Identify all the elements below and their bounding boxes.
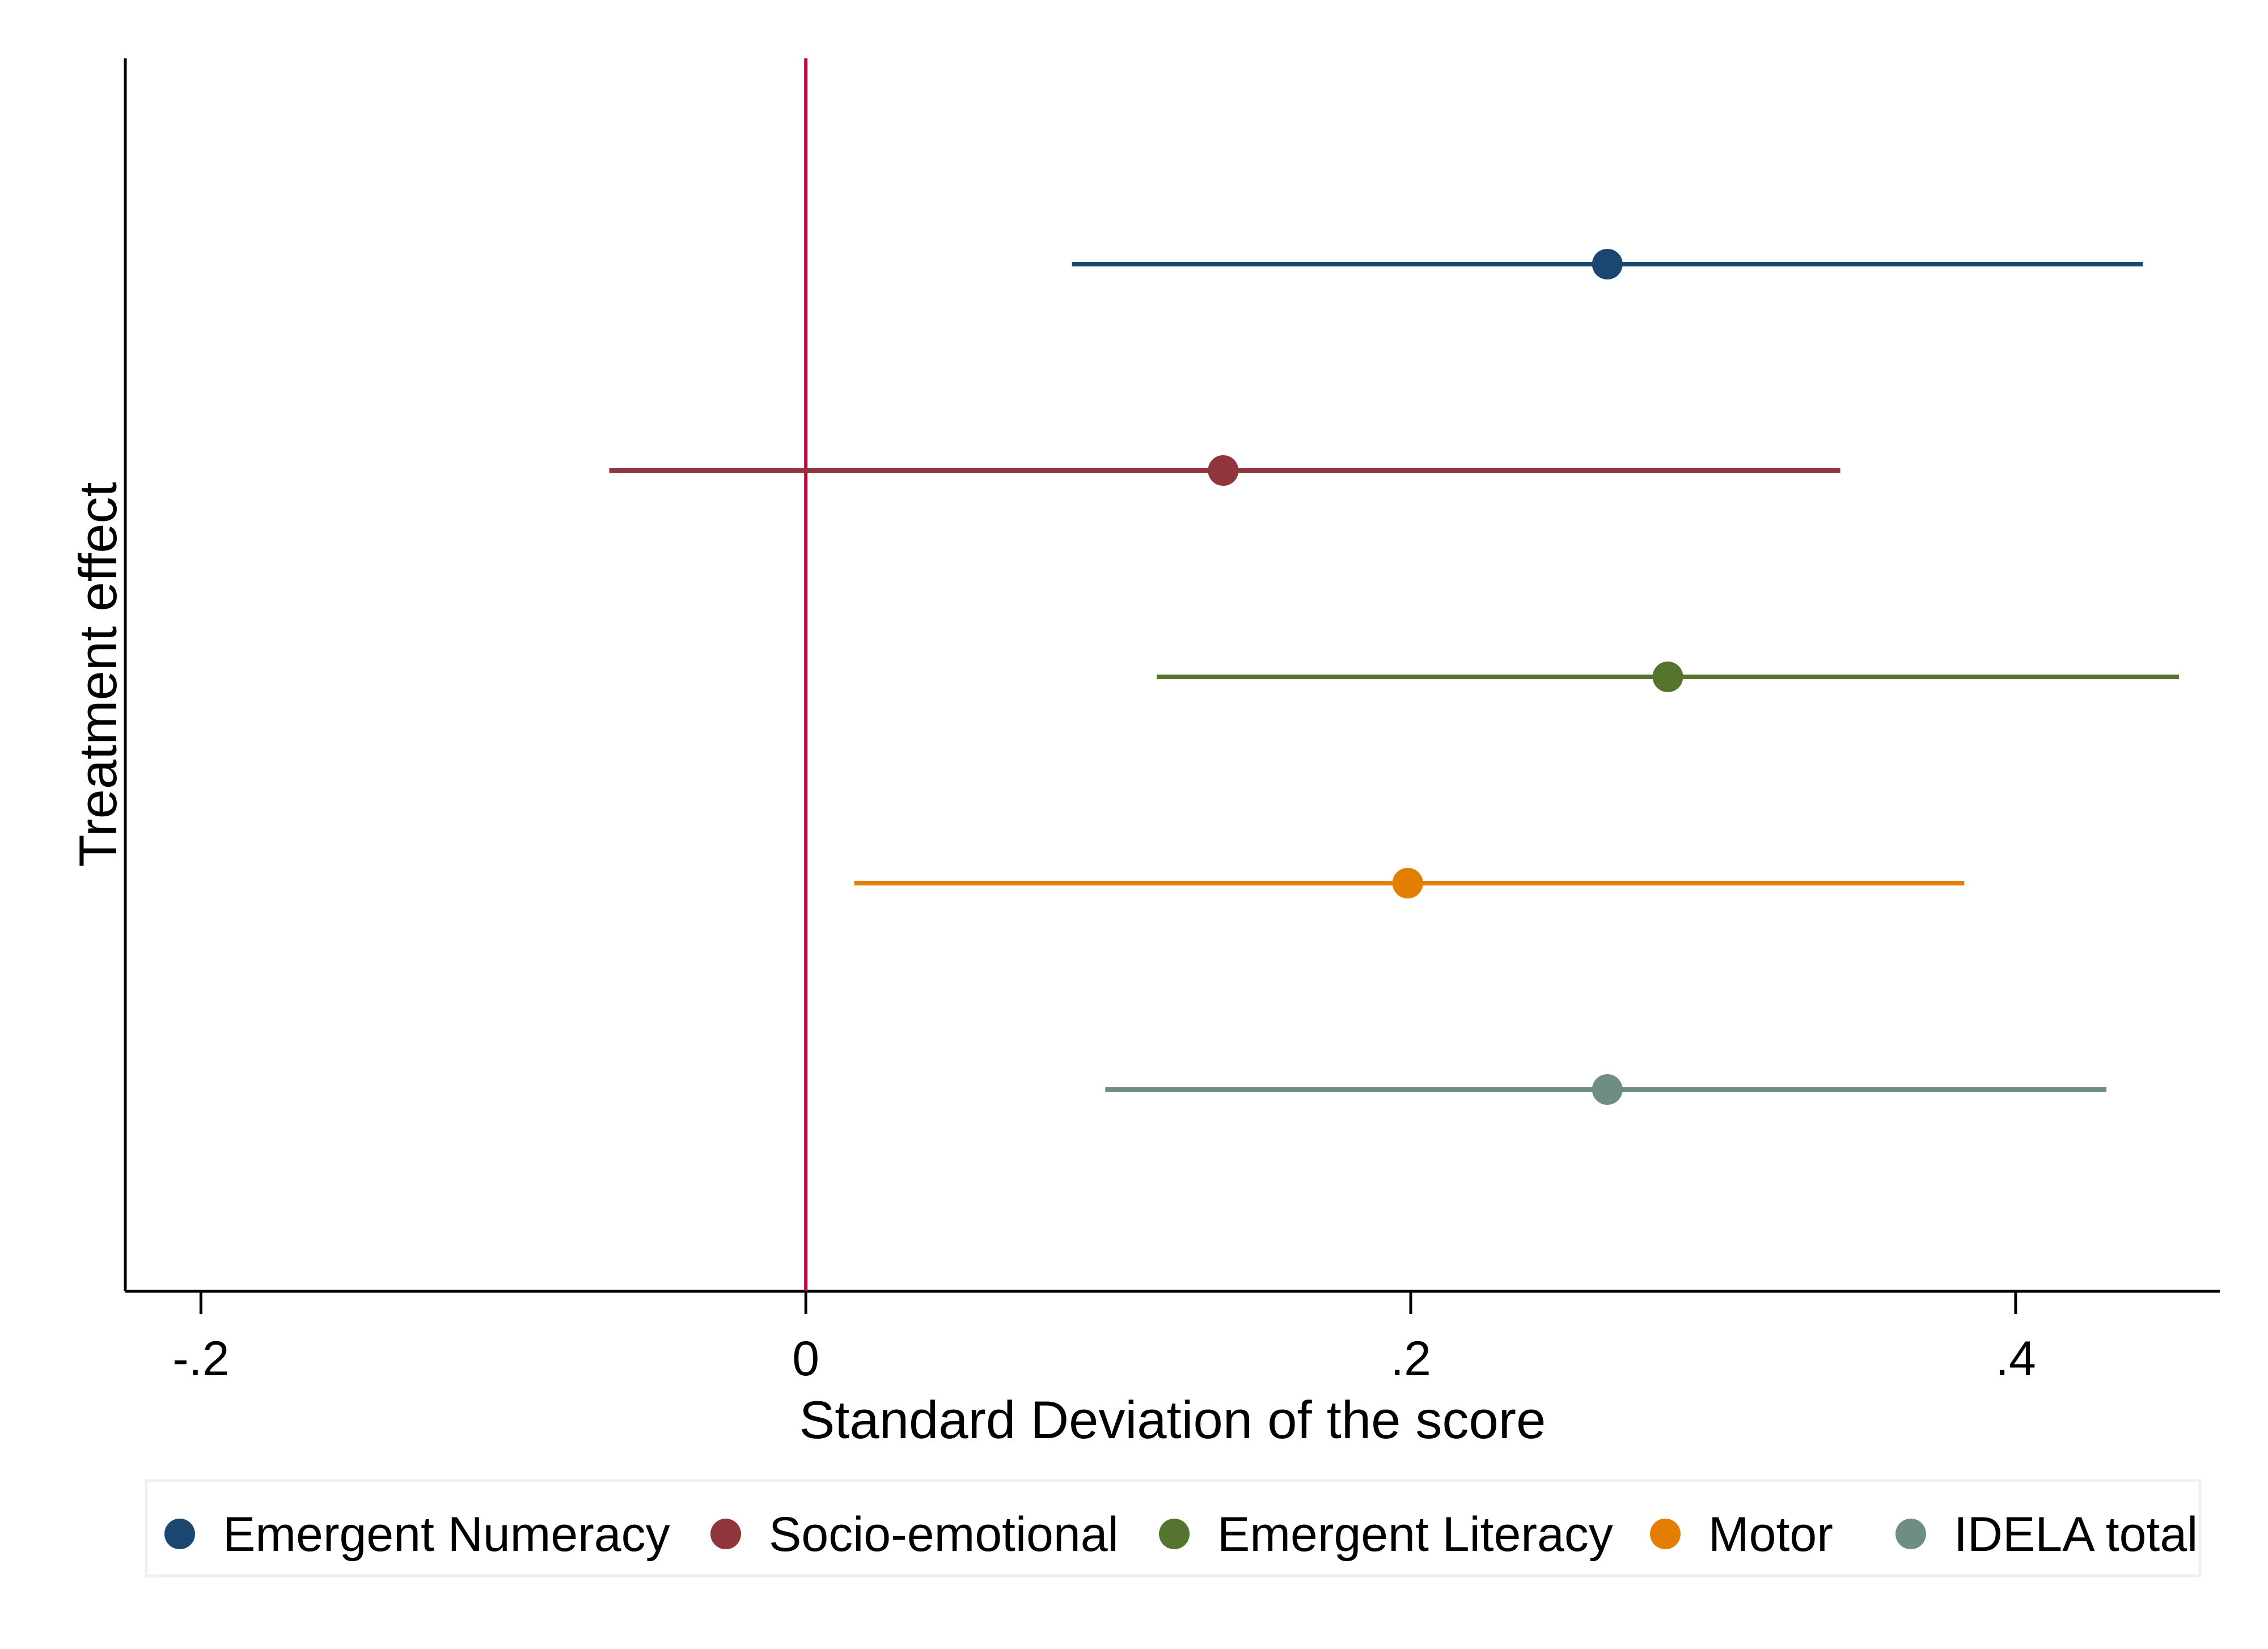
legend: Emergent Numeracy Socio-emotional Emergent… — [145, 1479, 2202, 1578]
estimate-point-5 — [1592, 1074, 1623, 1105]
legend-marker-4 — [1650, 1519, 1681, 1549]
estimate-point-1 — [1592, 249, 1623, 279]
legend-marker-1 — [164, 1519, 195, 1549]
legend-label-2: Socio-emotional — [769, 1507, 1119, 1562]
estimate-point-3 — [1652, 662, 1683, 692]
series-layer — [609, 249, 2179, 1105]
estimate-point-2 — [1208, 455, 1239, 486]
x-axis-title: Standard Deviation of the score — [799, 1390, 1546, 1449]
legend-marker-2 — [710, 1519, 741, 1549]
plot-area: -.2 0 .2 .4 — [124, 58, 2220, 1386]
x-ticks: -.2 0 .2 .4 — [172, 1291, 2036, 1386]
legend-label-3: Emergent Literacy — [1217, 1507, 1613, 1562]
x-tick-label: .2 — [1390, 1332, 1431, 1386]
legend-label-4: Motor — [1708, 1507, 1833, 1562]
y-axis-title: Treatment effect — [68, 482, 128, 867]
legend-items: Emergent Numeracy Socio-emotional Emergent… — [164, 1507, 2198, 1562]
estimate-point-4 — [1392, 868, 1423, 898]
legend-label-5: IDELA total — [1954, 1507, 2198, 1562]
x-tick-label: .4 — [1995, 1332, 2036, 1386]
legend-label-1: Emergent Numeracy — [223, 1507, 670, 1562]
legend-marker-3 — [1159, 1519, 1190, 1549]
legend-marker-5 — [1895, 1519, 1926, 1549]
x-tick-label: 0 — [792, 1332, 819, 1386]
x-tick-label: -.2 — [172, 1332, 229, 1386]
